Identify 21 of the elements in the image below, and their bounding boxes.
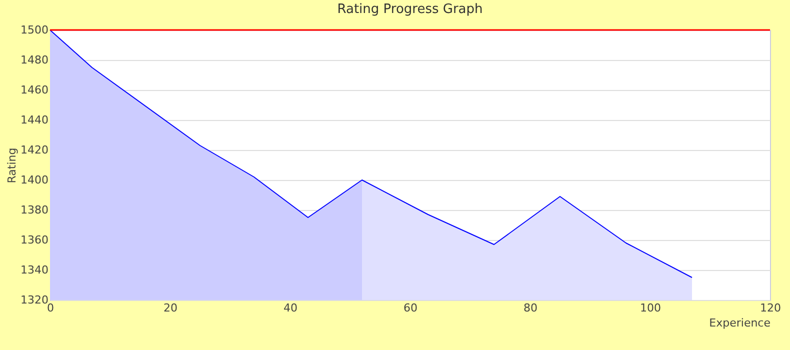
chart-title: Rating Progress Graph [337,2,483,17]
y-tick-label: 1320 [20,294,48,306]
y-tick-label: 1460 [20,84,48,96]
y-tick-label: 1480 [20,54,48,66]
x-tick-label: 80 [524,302,538,314]
x-tick-label: 0 [47,302,54,314]
x-tick-label: 40 [284,302,298,314]
x-axis-title: Experience [709,316,771,330]
x-tick-label: 120 [760,302,781,314]
x-tick-label: 100 [640,302,661,314]
y-tick-label: 1420 [20,144,48,156]
y-axis-title: Rating [6,148,19,184]
y-tick-label: 1440 [20,114,48,126]
x-tick-label: 20 [164,302,178,314]
y-tick-label: 1380 [20,204,48,216]
y-tick-label: 1500 [20,24,48,36]
y-tick-label: 1360 [20,234,48,246]
line-series [50,30,692,278]
y-tick-label: 1400 [20,174,48,186]
x-tick-label: 60 [404,302,418,314]
y-tick-label: 1340 [20,264,48,276]
